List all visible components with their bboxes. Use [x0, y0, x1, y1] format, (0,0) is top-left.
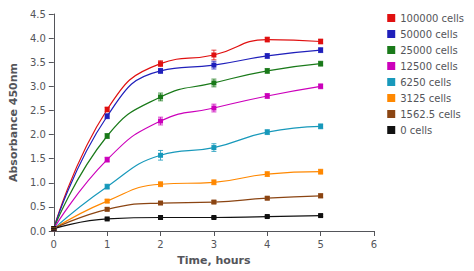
svg-text:0.5: 0.5: [30, 201, 46, 212]
svg-text:6: 6: [371, 239, 377, 250]
svg-text:2.5: 2.5: [30, 105, 46, 116]
svg-text:1.5: 1.5: [30, 153, 46, 164]
svg-text:6250 cells: 6250 cells: [400, 77, 451, 88]
svg-text:3.0: 3.0: [30, 81, 46, 92]
svg-text:4.5: 4.5: [30, 9, 46, 20]
svg-text:3.5: 3.5: [30, 57, 46, 68]
svg-text:2.0: 2.0: [30, 129, 46, 140]
svg-text:4: 4: [264, 239, 270, 250]
svg-text:Time, hours: Time, hours: [177, 254, 251, 267]
svg-text:3: 3: [211, 239, 217, 250]
svg-text:12500 cells: 12500 cells: [400, 61, 457, 72]
svg-text:25000 cells: 25000 cells: [400, 45, 457, 56]
svg-text:0: 0: [51, 239, 57, 250]
svg-text:1562.5 cells: 1562.5 cells: [400, 109, 461, 120]
svg-text:0.0: 0.0: [30, 226, 46, 237]
svg-text:3125 cells: 3125 cells: [400, 93, 451, 104]
svg-text:Absorbance 450nm: Absorbance 450nm: [7, 63, 20, 182]
svg-text:1: 1: [104, 239, 110, 250]
svg-text:0 cells: 0 cells: [400, 125, 432, 136]
svg-text:2: 2: [157, 239, 163, 250]
svg-text:4.0: 4.0: [30, 33, 46, 44]
svg-text:5: 5: [317, 239, 323, 250]
svg-text:1.0: 1.0: [30, 177, 46, 188]
svg-text:50000 cells: 50000 cells: [400, 29, 457, 40]
svg-text:100000 cells: 100000 cells: [400, 13, 464, 24]
